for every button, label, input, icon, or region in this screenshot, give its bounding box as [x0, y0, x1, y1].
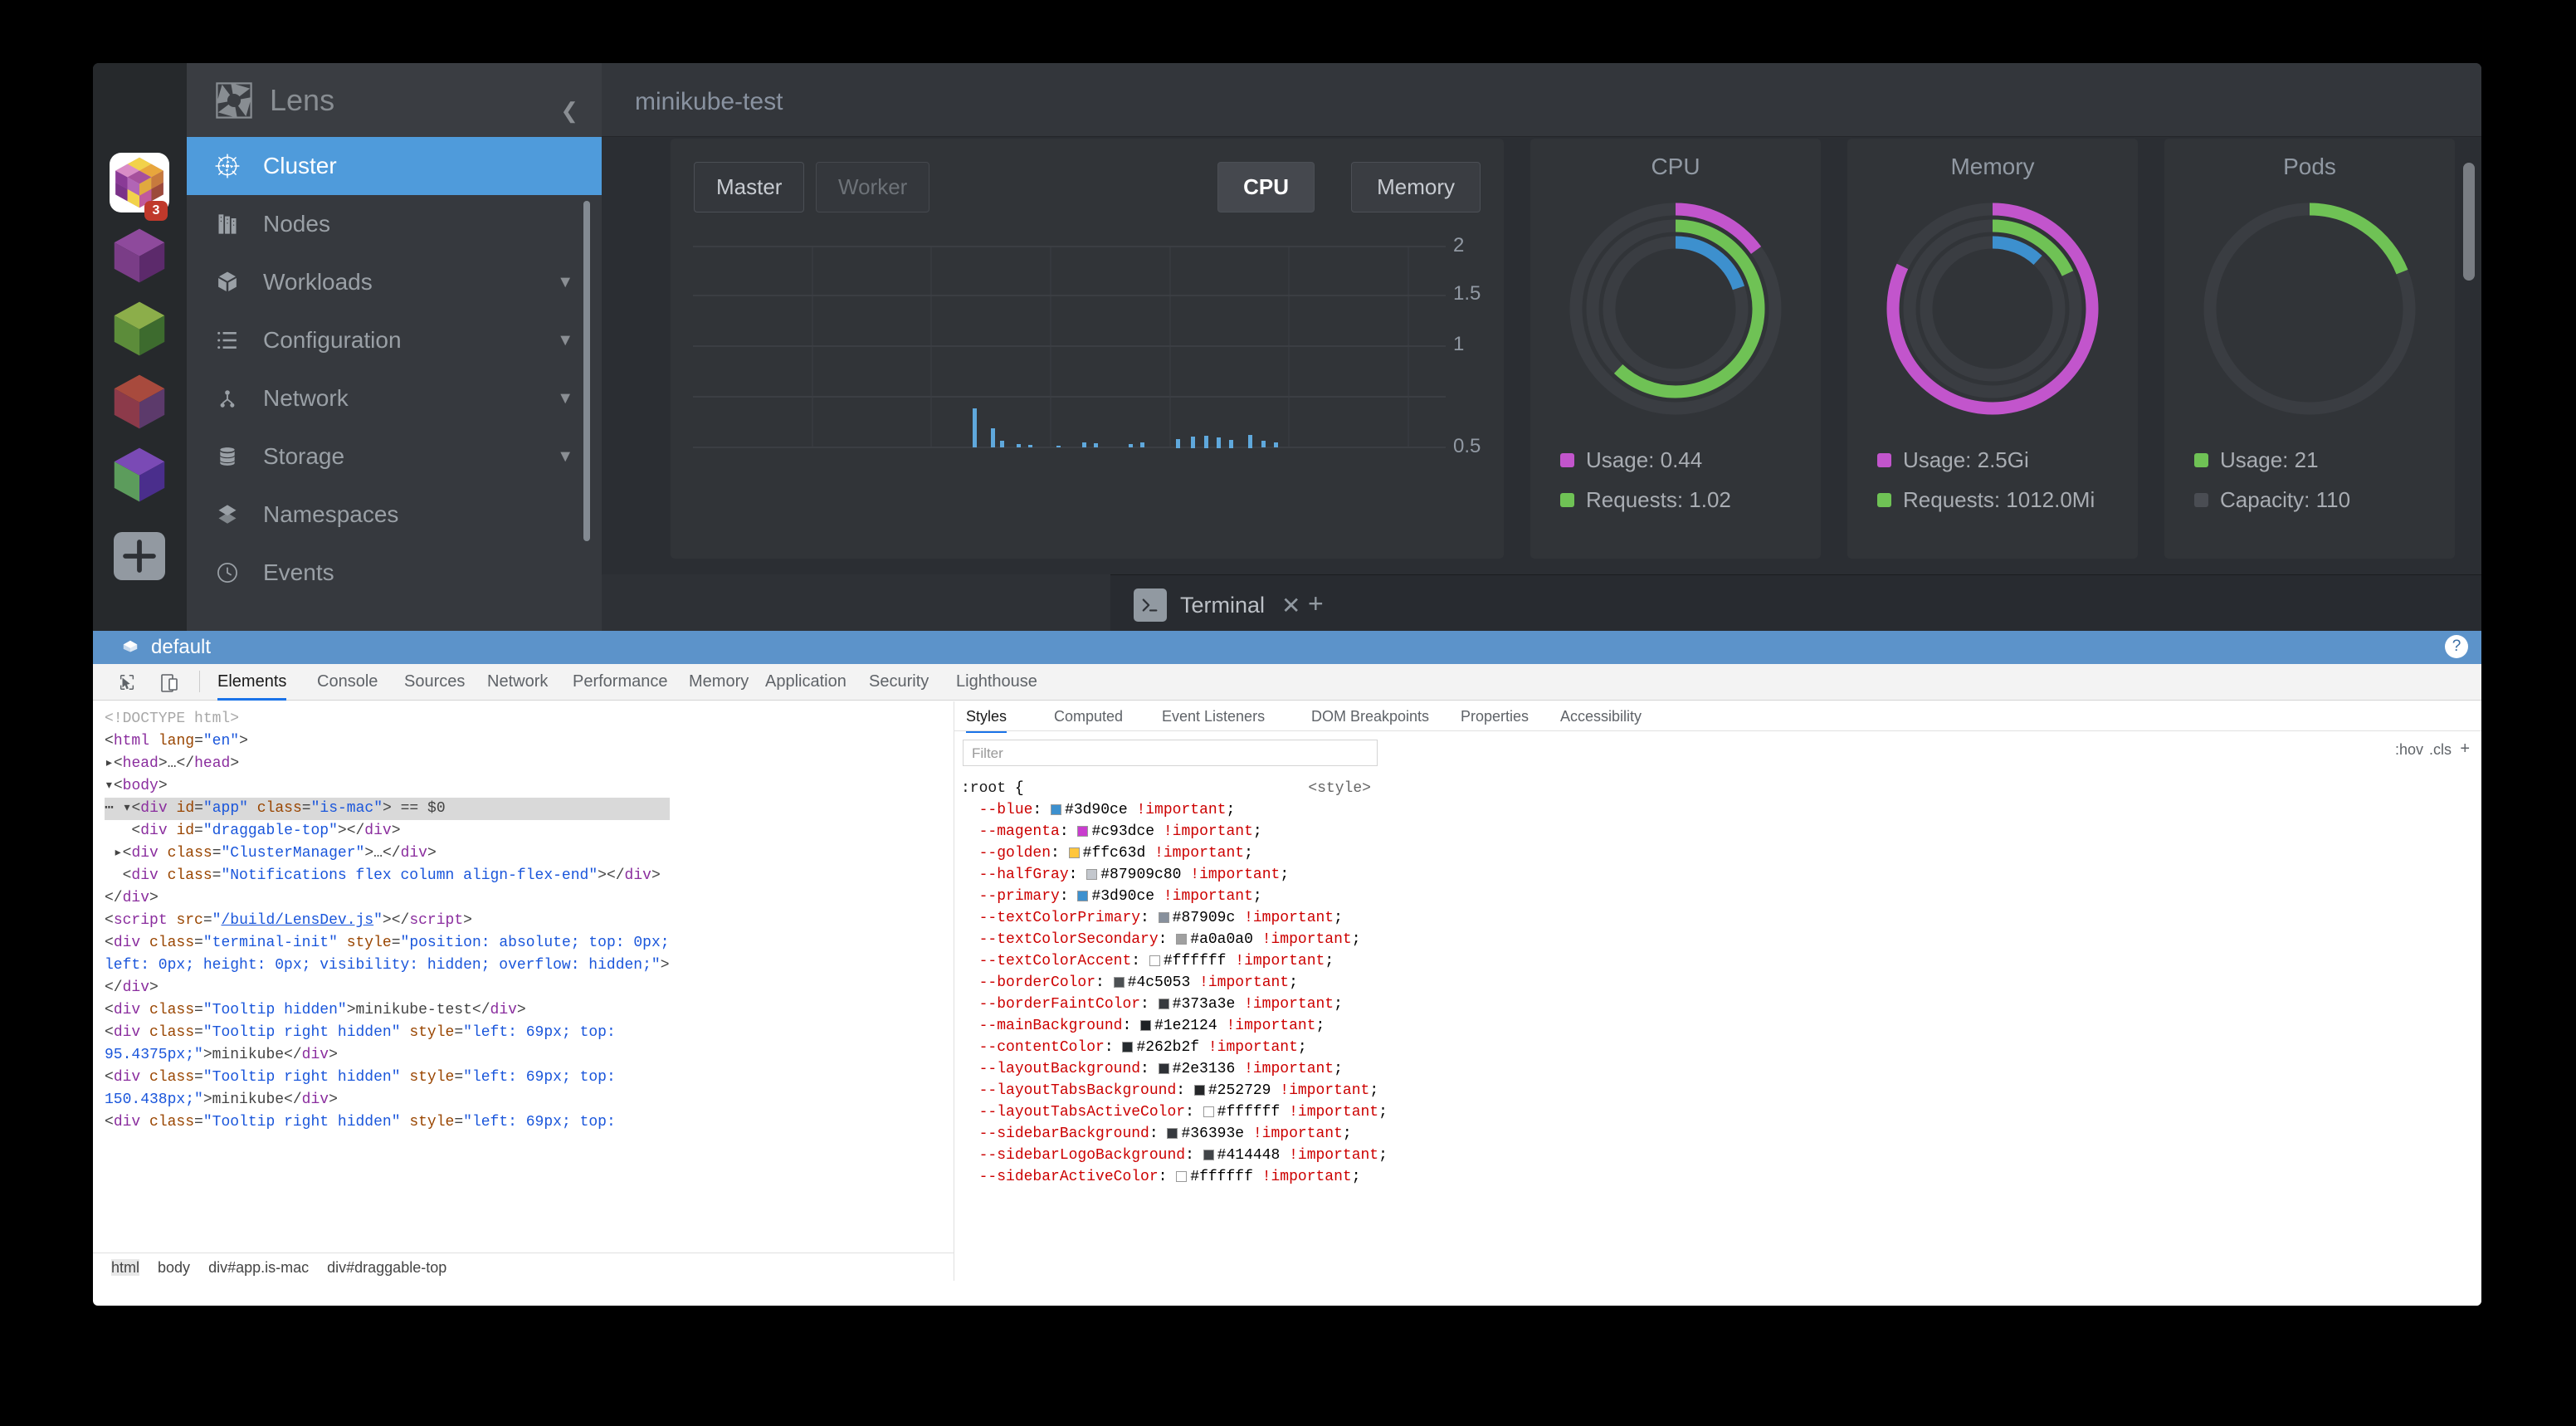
svg-text:0.5: 0.5	[1453, 435, 1481, 457]
svg-text:1.5: 1.5	[1453, 282, 1481, 305]
svg-text:1: 1	[1453, 333, 1464, 355]
svg-text:2: 2	[1453, 234, 1464, 256]
